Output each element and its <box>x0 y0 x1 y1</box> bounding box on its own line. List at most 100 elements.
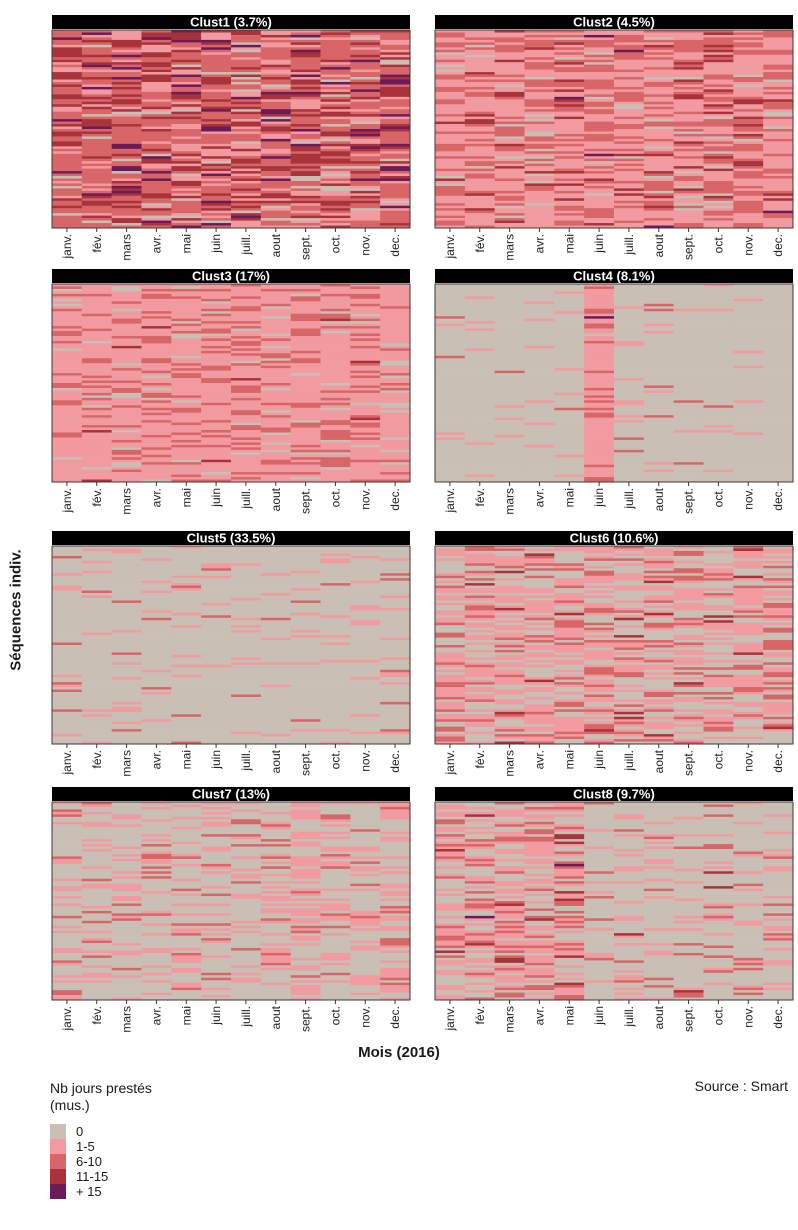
heatmap-cell <box>733 340 764 344</box>
heatmap-cell <box>435 311 466 314</box>
heatmap-cell <box>380 721 411 725</box>
heatmap-cell <box>52 734 83 737</box>
heatmap-cell <box>350 298 381 302</box>
heatmap-cell <box>81 114 112 117</box>
heatmap-cell <box>141 91 172 95</box>
heatmap-cell <box>554 200 585 204</box>
heatmap-cell <box>584 34 615 38</box>
heatmap-cell <box>464 397 495 401</box>
heatmap-cell <box>643 163 674 167</box>
heatmap-cell <box>141 158 172 162</box>
heatmap-cell <box>554 168 585 172</box>
heatmap-cell <box>703 313 734 317</box>
heatmap-cell <box>320 657 351 661</box>
heatmap-cell <box>141 434 172 438</box>
heatmap-cell <box>614 138 645 142</box>
heatmap-cell <box>614 464 645 468</box>
heatmap-cell <box>141 370 172 374</box>
heatmap-cell <box>231 345 262 349</box>
heatmap-cell <box>554 311 585 314</box>
heatmap-cell <box>763 218 794 221</box>
heatmap-cell <box>763 180 794 184</box>
heatmap-cell <box>643 350 674 354</box>
heatmap-cell <box>290 570 321 574</box>
heatmap-cell <box>52 719 83 723</box>
heatmap-cell <box>494 109 525 112</box>
heatmap-cell <box>380 449 411 453</box>
heatmap-cell <box>733 185 764 189</box>
heatmap-cell <box>290 640 321 643</box>
heatmap-cell <box>52 133 83 137</box>
heatmap-cell <box>464 345 495 349</box>
heatmap-cell <box>464 291 495 295</box>
heatmap-cell <box>52 308 83 312</box>
heatmap-cell <box>260 136 291 140</box>
heatmap-cell <box>81 724 112 727</box>
heatmap-cell <box>231 711 262 715</box>
heatmap-cell <box>171 417 202 421</box>
panel-3: Clust3 (17%)janv. fév. mars avr. mai juin juil… <box>51 269 411 515</box>
heatmap-cell <box>231 699 262 703</box>
heatmap-cell <box>260 682 291 685</box>
x-tick-label: sept. <box>682 488 696 514</box>
heatmap-cell <box>703 373 734 376</box>
heatmap-cell <box>231 311 262 314</box>
heatmap-cell <box>464 37 495 41</box>
heatmap-cell <box>290 390 321 394</box>
heatmap-cell <box>260 610 291 614</box>
heatmap-cell <box>350 129 381 132</box>
heatmap-cell <box>554 79 585 83</box>
heatmap-cell <box>201 709 232 713</box>
heatmap-cell <box>673 284 704 287</box>
heatmap-cell <box>231 692 262 695</box>
heatmap-cell <box>52 151 83 155</box>
heatmap-cell <box>81 178 112 182</box>
heatmap-cell <box>231 79 262 83</box>
heatmap-cell <box>171 420 202 423</box>
heatmap-cell <box>141 459 172 463</box>
heatmap-cell <box>643 407 674 411</box>
heatmap-cell <box>435 34 466 38</box>
heatmap-cell <box>320 141 351 145</box>
heatmap-cell <box>141 439 172 443</box>
heatmap-cell <box>703 220 734 224</box>
heatmap-cell <box>733 129 764 132</box>
heatmap-cell <box>52 649 83 653</box>
heatmap-cell <box>171 188 202 192</box>
heatmap-cell <box>111 719 142 723</box>
heatmap-cell <box>524 430 555 433</box>
heatmap-cell <box>290 111 321 115</box>
heatmap-cell <box>614 32 645 36</box>
heatmap-cell <box>763 116 794 120</box>
heatmap-cell <box>260 642 291 646</box>
heatmap-cell <box>350 402 381 406</box>
heatmap-cell <box>290 126 321 130</box>
heatmap-cell <box>733 375 764 379</box>
heatmap-cell <box>614 420 645 423</box>
heatmap-cell <box>231 161 262 164</box>
heatmap-cell <box>111 385 142 389</box>
heatmap-cell <box>290 141 321 145</box>
heatmap-cell <box>380 654 411 658</box>
heatmap-cell <box>260 158 291 162</box>
heatmap-cell <box>320 602 351 606</box>
heatmap-cell <box>52 696 83 700</box>
heatmap-cell <box>171 694 202 698</box>
heatmap-cell <box>52 657 83 661</box>
heatmap-cell <box>554 161 585 164</box>
heatmap-cell <box>290 185 321 189</box>
heatmap-cell <box>614 405 645 409</box>
heatmap-cell <box>141 472 172 475</box>
heatmap-cell <box>320 298 351 302</box>
heatmap-cell <box>171 477 202 480</box>
heatmap-cell <box>380 684 411 688</box>
heatmap-cell <box>435 353 466 357</box>
heatmap-cell <box>763 39 794 43</box>
heatmap-cell <box>260 385 291 389</box>
heatmap-cell <box>494 59 525 63</box>
heatmap-cell <box>141 163 172 167</box>
heatmap-cell <box>141 353 172 357</box>
heatmap-cell <box>260 615 291 619</box>
heatmap-cell <box>733 104 764 108</box>
heatmap-cell <box>703 340 734 344</box>
